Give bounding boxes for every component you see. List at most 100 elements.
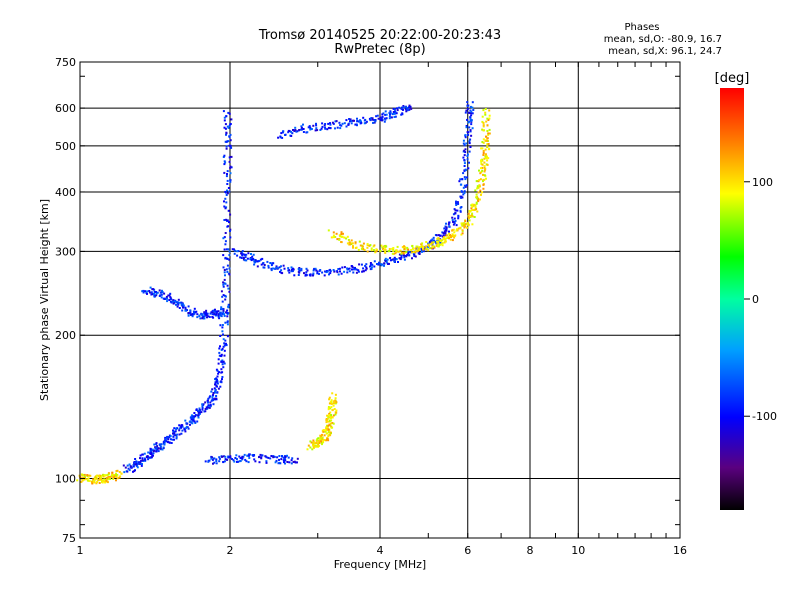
echo-point xyxy=(364,264,367,267)
echo-point xyxy=(228,254,231,257)
echo-point xyxy=(220,381,223,384)
echo-point xyxy=(365,267,368,270)
echo-point xyxy=(88,474,91,477)
echo-point xyxy=(169,296,172,299)
echo-point xyxy=(219,354,222,357)
echo-point xyxy=(216,369,219,372)
echo-point xyxy=(462,156,465,159)
echo-point xyxy=(468,217,470,220)
echo-point xyxy=(370,249,373,252)
echo-point xyxy=(218,351,221,354)
echo-point xyxy=(402,254,405,257)
echo-point xyxy=(331,121,334,124)
echo-point xyxy=(352,245,354,248)
echo-point xyxy=(453,217,456,220)
x-tick-label: 4 xyxy=(377,544,384,557)
echo-point xyxy=(462,172,465,175)
echo-point xyxy=(405,107,408,110)
echo-point xyxy=(272,456,275,459)
echo-point xyxy=(233,252,236,255)
echo-point xyxy=(325,429,327,432)
echo-point xyxy=(407,250,410,253)
echo-point xyxy=(184,419,187,422)
echo-point xyxy=(148,291,151,294)
echo-point xyxy=(398,106,401,109)
echo-point xyxy=(172,435,175,438)
echo-point xyxy=(480,171,483,174)
echo-point xyxy=(238,455,241,458)
echo-point xyxy=(467,167,470,170)
echo-point xyxy=(483,129,485,132)
echo-point xyxy=(227,303,230,306)
echo-point xyxy=(127,467,130,470)
echo-point xyxy=(302,123,304,126)
echo-point xyxy=(220,349,223,351)
echo-point xyxy=(463,224,466,227)
echo-point xyxy=(330,406,333,409)
echo-point xyxy=(459,183,462,186)
echo-point xyxy=(214,389,217,392)
echo-point xyxy=(229,166,232,169)
echo-point xyxy=(341,266,344,269)
echo-point xyxy=(98,477,101,480)
echo-point xyxy=(467,212,470,215)
echo-point xyxy=(227,305,230,308)
echo-point xyxy=(481,191,484,194)
echo-point xyxy=(242,455,245,458)
echo-point xyxy=(216,382,219,385)
x-tick-label: 1 xyxy=(77,544,84,557)
echo-point xyxy=(449,238,452,241)
echo-point xyxy=(83,475,86,478)
echo-point xyxy=(467,223,470,226)
echo-point xyxy=(326,424,328,427)
echo-point xyxy=(389,113,391,116)
echo-point xyxy=(464,223,467,226)
echo-point xyxy=(345,237,348,240)
echo-point xyxy=(306,448,309,451)
echo-point xyxy=(228,124,231,127)
echo-point xyxy=(290,459,293,462)
echo-point xyxy=(253,458,256,461)
echo-point xyxy=(265,456,268,459)
echo-point xyxy=(448,232,450,235)
echo-point xyxy=(224,232,227,234)
echo-point xyxy=(384,113,387,116)
echo-point xyxy=(155,291,157,293)
echo-point xyxy=(224,190,227,193)
echo-point xyxy=(481,128,484,131)
echo-point xyxy=(388,117,391,120)
echo-point xyxy=(139,454,142,457)
echo-point xyxy=(327,126,330,129)
echo-point xyxy=(102,479,105,482)
echo-point xyxy=(439,240,442,242)
echo-point xyxy=(98,479,101,481)
echo-point xyxy=(219,313,222,316)
echo-point xyxy=(256,265,259,268)
echo-point xyxy=(228,156,231,159)
phases-heading: Phases xyxy=(624,22,659,33)
echo-point xyxy=(260,457,263,460)
echo-point xyxy=(481,141,484,143)
echo-point xyxy=(201,314,204,317)
echo-point xyxy=(211,456,213,459)
echo-point xyxy=(198,314,201,317)
echo-point xyxy=(157,447,160,450)
echo-point xyxy=(153,443,156,446)
echo-point xyxy=(93,480,96,483)
echo-point xyxy=(227,187,230,189)
echo-point xyxy=(334,120,337,123)
echo-point xyxy=(359,244,362,247)
echo-point xyxy=(466,101,469,104)
echo-point xyxy=(462,142,465,145)
echo-point xyxy=(421,242,424,245)
echo-point xyxy=(320,440,322,443)
echo-point xyxy=(224,123,227,126)
echo-point xyxy=(322,440,325,443)
echo-point xyxy=(384,110,387,113)
echo-point xyxy=(329,411,332,414)
echo-point xyxy=(475,196,478,199)
echo-point xyxy=(297,268,300,270)
colorbar-label: [deg] xyxy=(715,71,750,86)
echo-point xyxy=(385,117,388,120)
echo-point xyxy=(308,125,311,128)
